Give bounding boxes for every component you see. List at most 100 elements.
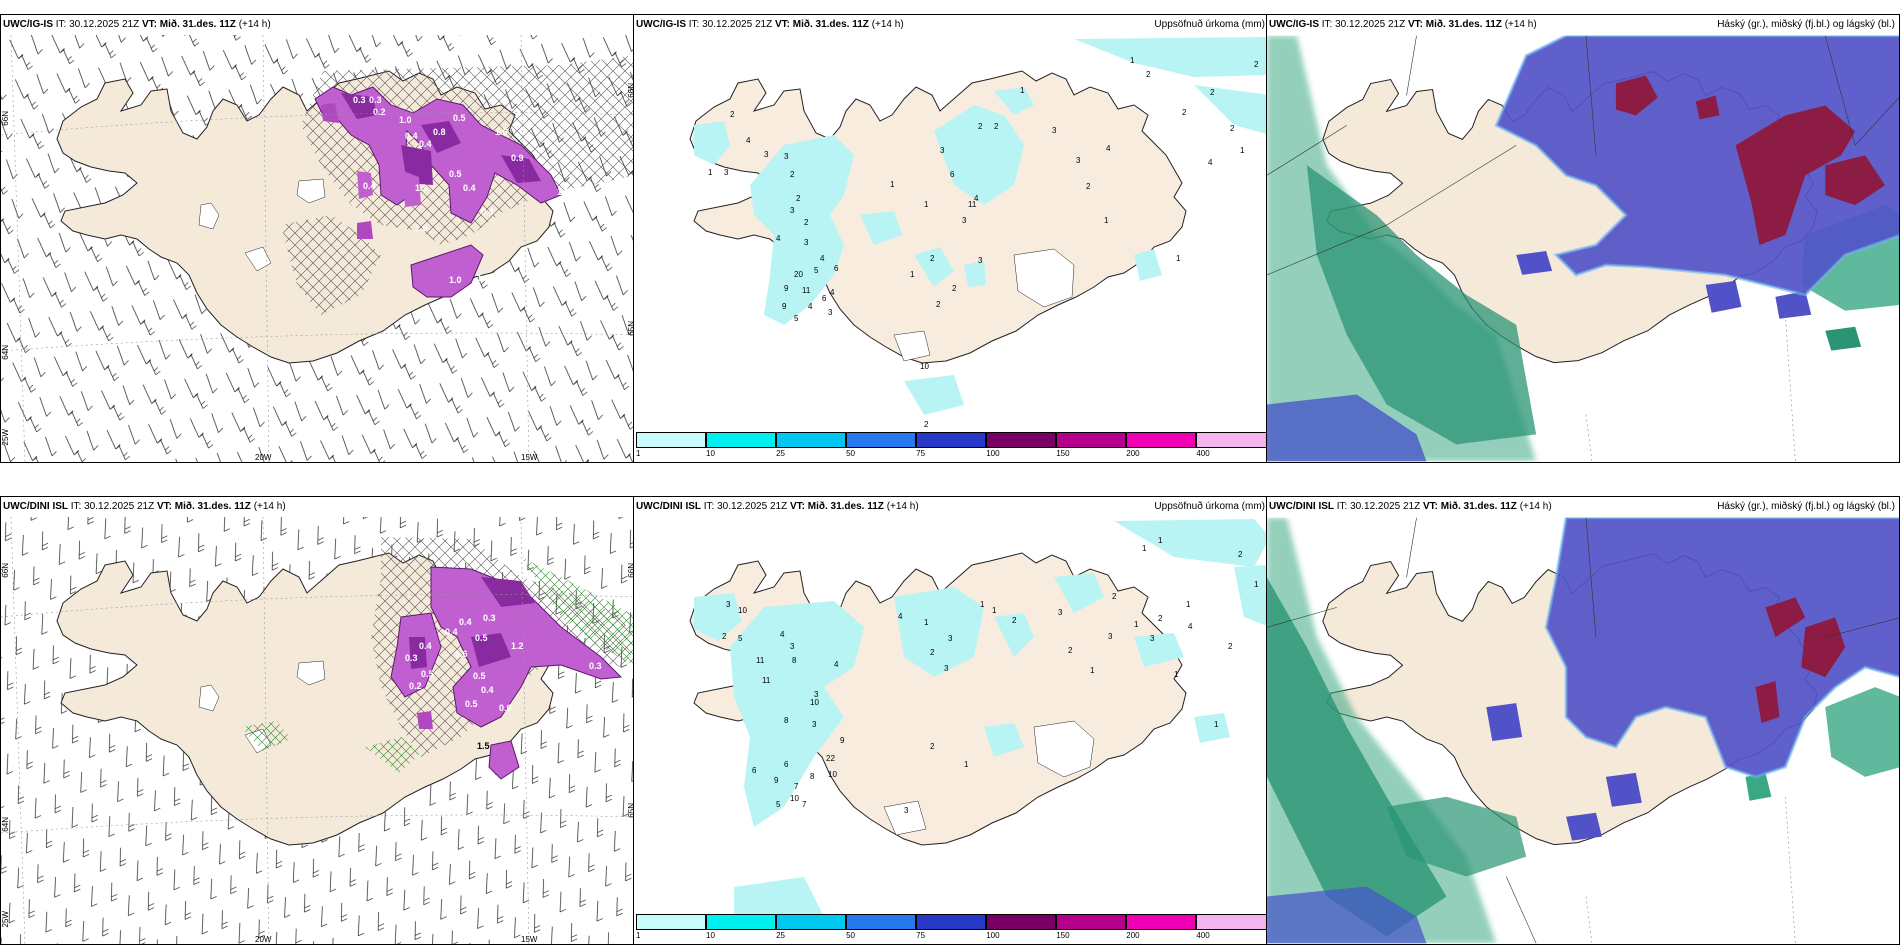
precip-labels: 2 4 3 1 3 2 3 2 3 2 3 4 6 5 4 4 20 9 11 … (708, 56, 1259, 429)
svg-text:2: 2 (1012, 616, 1017, 625)
vt-label: VT: (1422, 501, 1438, 512)
svg-text:8: 8 (792, 656, 797, 665)
svg-text:9: 9 (784, 284, 789, 293)
svg-text:7: 7 (802, 800, 807, 809)
svg-text:0.3: 0.3 (405, 653, 418, 663)
svg-text:3: 3 (944, 664, 949, 673)
cbar-tick-1: 1 (636, 931, 641, 940)
svg-text:10: 10 (738, 606, 747, 615)
svg-text:11: 11 (802, 286, 811, 295)
cbar-tick-100: 100 (986, 931, 1000, 940)
panel-igis-wind-snow: UWC/IG-IS IT: 30.12.2025 21Z VT: Mið. 31… (0, 14, 637, 463)
svg-text:1: 1 (1020, 86, 1025, 95)
svg-text:1: 1 (890, 180, 895, 189)
cbar-swatch-4 (916, 432, 987, 448)
svg-text:8: 8 (784, 716, 789, 725)
svg-text:10: 10 (920, 362, 929, 371)
valid-time: Mið. 31.des. 11Z (159, 19, 236, 30)
glacier-vatna (1033, 720, 1095, 778)
svg-text:0.4: 0.4 (481, 207, 494, 217)
svg-text:3: 3 (1076, 156, 1081, 165)
cbar-swatch-6 (1056, 432, 1127, 448)
cbar-tick-25: 25 (776, 931, 785, 940)
svg-text:1.0: 1.0 (399, 115, 412, 125)
init-time: 30.12.2025 21Z (84, 501, 155, 512)
svg-text:2: 2 (1230, 124, 1235, 133)
svg-text:1.0: 1.0 (449, 275, 462, 285)
cbar-tick-25: 25 (776, 449, 785, 458)
svg-text:1.9: 1.9 (557, 187, 570, 197)
cbar-swatch-7 (1126, 914, 1197, 930)
cbar-tick-150: 150 (1056, 931, 1070, 940)
svg-text:2: 2 (930, 254, 935, 263)
lon-20: 20W (255, 935, 272, 944)
svg-text:0.4: 0.4 (363, 181, 376, 191)
svg-text:9: 9 (782, 302, 787, 311)
precip-labels: 3 10 2 5 11 4 3 8 10 3 9 22 8 10 7 6 9 1… (722, 536, 1259, 815)
svg-text:1.2: 1.2 (511, 641, 524, 651)
cbar-swatch-7 (1126, 432, 1197, 448)
svg-text:1.6: 1.6 (477, 273, 490, 283)
svg-text:22: 22 (826, 754, 835, 763)
svg-text:3: 3 (1058, 608, 1063, 617)
svg-text:11: 11 (968, 200, 977, 209)
panel-header: UWC/IG-IS IT: 30.12.2025 21Z VT: Mið. 31… (1267, 15, 1899, 35)
cbar-tick-200: 200 (1126, 931, 1140, 940)
svg-text:9: 9 (774, 776, 779, 785)
svg-text:3: 3 (962, 216, 967, 225)
svg-text:6: 6 (784, 760, 789, 769)
precip-colorbar: 1 10 25 50 75 100 150 200 400 (636, 432, 1267, 460)
cbar-swatch-8 (1196, 914, 1267, 930)
lead-time: (+14 h) (871, 19, 904, 30)
svg-text:4: 4 (898, 612, 903, 621)
wind-snow-map: 0.3 0.3 0.2 1.0 0.4 0.4 0.5 0.8 1.6 0.9 … (1, 35, 636, 462)
valid-time: Mið. 31.des. 11Z (807, 501, 884, 512)
cbar-swatch-0 (636, 432, 707, 448)
cbar-tick-200: 200 (1126, 449, 1140, 458)
svg-text:3: 3 (784, 152, 789, 161)
model-name: UWC/IG-IS (3, 19, 53, 30)
svg-text:0.5: 0.5 (473, 671, 486, 681)
vt-label: VT: (1407, 19, 1423, 30)
cbar-tick-10: 10 (706, 931, 715, 940)
high-cloud (1755, 597, 1846, 724)
svg-text:0.4: 0.4 (459, 617, 472, 627)
precip-map: 3 10 2 5 11 4 3 8 10 3 9 22 8 10 7 6 9 1… (689, 519, 1269, 917)
snow-labels: 0.4 0.3 0.5 0.2 0.4 0.4 0.3 0.5 0.6 0.5 … (405, 613, 602, 751)
svg-text:3: 3 (904, 806, 909, 815)
precip-colorbar: 1 10 25 50 75 100 150 200 400 (636, 914, 1267, 942)
panel-dini-precip: UWC/DINI ISL IT: 30.12.2025 21Z VT: Mið.… (633, 496, 1270, 945)
cbar-swatch-0 (636, 914, 707, 930)
cbar-tick-75: 75 (916, 931, 926, 940)
svg-text:1: 1 (1214, 720, 1219, 729)
init-time: 30.12.2025 21Z (69, 19, 140, 30)
model-name: UWC/IG-IS (636, 19, 686, 30)
it-label: IT: (70, 501, 82, 512)
svg-text:4: 4 (808, 302, 813, 311)
svg-text:2: 2 (952, 284, 957, 293)
svg-text:1.3: 1.3 (415, 183, 428, 193)
precip-area (694, 519, 1269, 917)
lead-time: (+14 h) (1519, 501, 1552, 512)
svg-text:4: 4 (820, 254, 825, 263)
svg-text:4: 4 (1208, 158, 1213, 167)
precip-map: 2 4 3 1 3 2 3 2 3 2 3 4 6 5 4 4 20 9 11 … (689, 37, 1269, 429)
svg-text:2: 2 (1146, 70, 1151, 79)
cbar-swatch-3 (846, 914, 917, 930)
panel-dini-clouds: UWC/DINI ISL IT: 30.12.2025 21Z VT: Mið.… (1266, 496, 1900, 945)
svg-text:0.4: 0.4 (419, 641, 432, 651)
svg-text:1: 1 (924, 200, 929, 209)
high-cloud (1615, 75, 1886, 246)
lead-time: (+14 h) (886, 501, 919, 512)
svg-text:3: 3 (724, 168, 729, 177)
field-title: Háský (gr.), miðský (fj.bl.) og lágský (… (1717, 501, 1895, 512)
panel-header: UWC/DINI ISL IT: 30.12.2025 21Z VT: Mið.… (1267, 497, 1899, 517)
svg-text:2: 2 (936, 300, 941, 309)
svg-text:0.8: 0.8 (433, 127, 446, 137)
svg-text:0.5: 0.5 (475, 633, 488, 643)
cbar-swatch-1 (706, 432, 777, 448)
svg-text:4: 4 (830, 288, 835, 297)
svg-text:3: 3 (764, 150, 769, 159)
svg-text:0.4: 0.4 (445, 627, 458, 637)
svg-text:8: 8 (810, 772, 815, 781)
